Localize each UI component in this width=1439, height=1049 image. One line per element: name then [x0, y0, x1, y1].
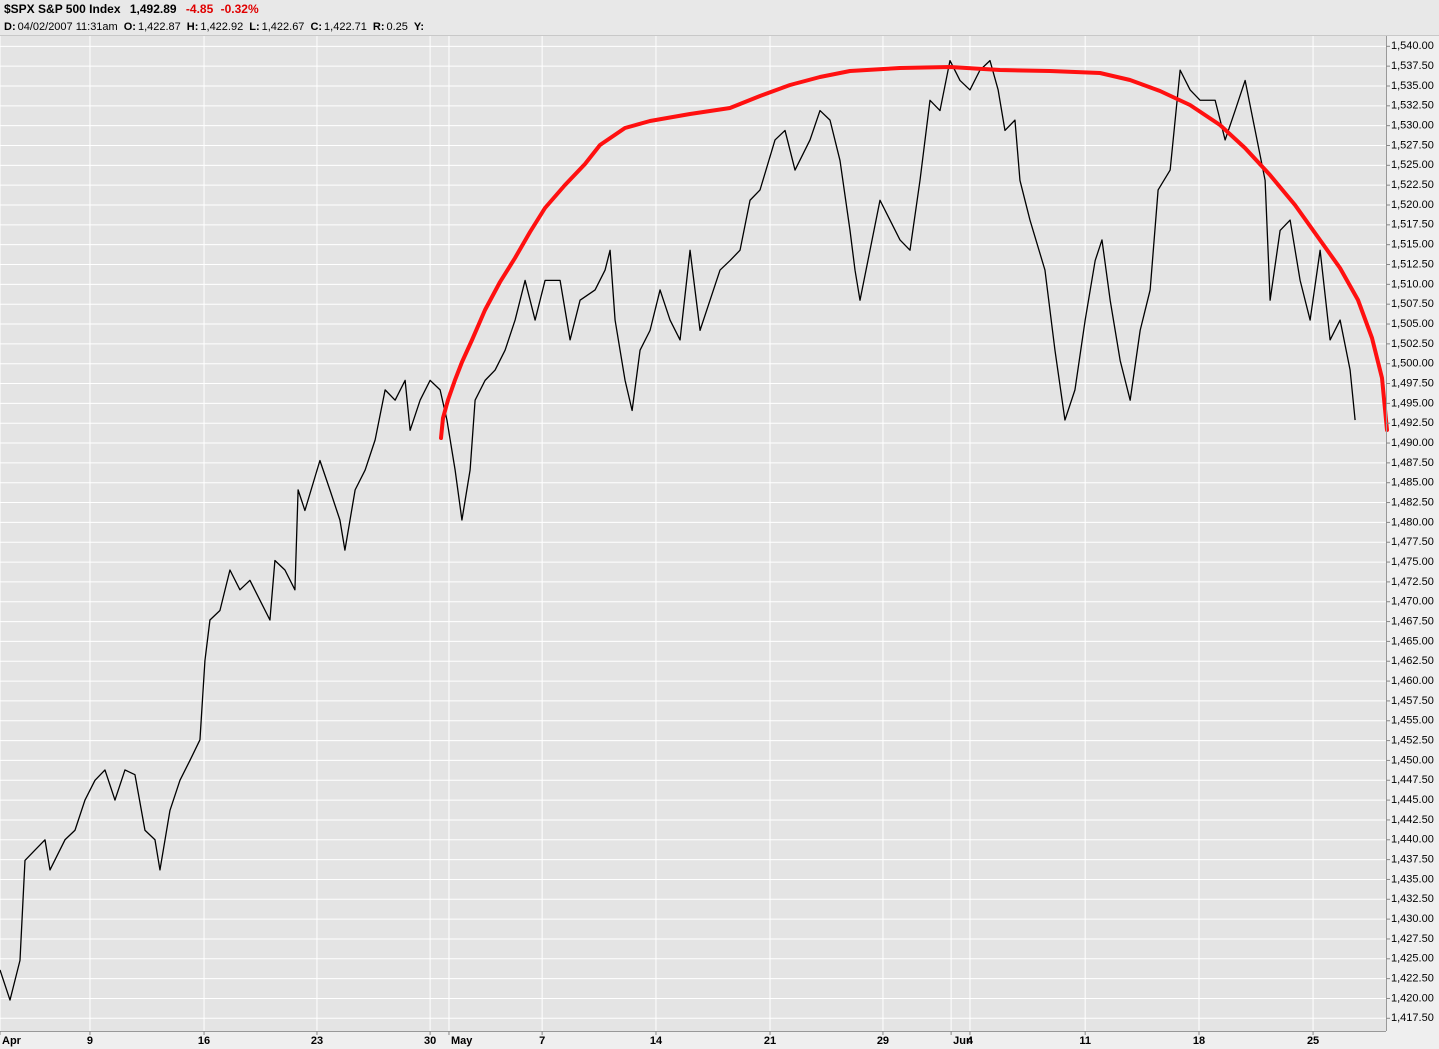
readout-value: 1,422.92 [200, 21, 243, 33]
y-tick-label: 1,472.50 [1391, 576, 1434, 588]
y-tick-label: 1,475.00 [1391, 556, 1434, 568]
y-tick-label: 1,465.00 [1391, 635, 1434, 647]
y-tick-label: 1,432.50 [1391, 893, 1434, 905]
readout-value: 0.25 [386, 21, 407, 33]
x-tick-label: Apr [2, 1035, 22, 1047]
y-tick-label: 1,530.00 [1391, 120, 1434, 132]
y-tick-label: 1,515.00 [1391, 239, 1434, 251]
y-tick-label: 1,435.00 [1391, 873, 1434, 885]
y-tick-label: 1,485.00 [1391, 477, 1434, 489]
y-tick-label: 1,482.50 [1391, 496, 1434, 508]
y-tick-label: 1,492.50 [1391, 417, 1434, 429]
y-tick-label: 1,462.50 [1391, 655, 1434, 667]
y-tick-label: 1,420.00 [1391, 992, 1434, 1004]
y-tick-label: 1,422.50 [1391, 973, 1434, 985]
y-tick-label: 1,445.00 [1391, 794, 1434, 806]
y-tick-label: 1,525.00 [1391, 159, 1434, 171]
readout-value: 1,422.67 [262, 21, 305, 33]
y-tick-label: 1,477.50 [1391, 536, 1434, 548]
change: -4.85 [186, 2, 214, 16]
x-tick-label: 14 [650, 1035, 663, 1047]
y-tick-label: 1,487.50 [1391, 457, 1434, 469]
y-tick-label: 1,497.50 [1391, 377, 1434, 389]
y-tick-label: 1,517.50 [1391, 219, 1434, 231]
readout-value: 1,422.71 [324, 21, 367, 33]
y-tick-label: 1,470.00 [1391, 596, 1434, 608]
y-tick-label: 1,535.00 [1391, 80, 1434, 92]
change-pct: -0.32% [221, 2, 259, 16]
y-tick-label: 1,457.50 [1391, 695, 1434, 707]
x-tick-label: Jun [953, 1035, 973, 1047]
y-tick-label: 1,507.50 [1391, 298, 1434, 310]
y-tick-label: 1,440.00 [1391, 834, 1434, 846]
x-tick-label: 25 [1307, 1035, 1319, 1047]
y-tick-label: 1,417.50 [1391, 1012, 1434, 1024]
y-tick-label: 1,502.50 [1391, 338, 1434, 350]
readout-label: O: [124, 21, 136, 33]
x-tick-label: 30 [424, 1035, 436, 1047]
readout-label: D: [4, 21, 16, 33]
chart-title: $SPX S&P 500 Index [4, 2, 121, 16]
y-tick-label: 1,512.50 [1391, 258, 1434, 270]
x-tick-label: 18 [1193, 1035, 1205, 1047]
y-tick-label: 1,537.50 [1391, 60, 1434, 72]
x-tick-label: 7 [539, 1035, 545, 1047]
y-tick-label: 1,510.00 [1391, 278, 1434, 290]
header-line: $SPX S&P 500 Index 1,492.89 -4.85 -0.32% [4, 2, 259, 16]
readout-line: D: 04/02/2007 11:31am O: 1,422.87 H: 1,422.92… [4, 21, 424, 33]
grid [0, 36, 1386, 1031]
y-tick-label: 1,425.00 [1391, 953, 1434, 965]
y-tick-label: 1,500.00 [1391, 358, 1434, 370]
y-tick-label: 1,450.00 [1391, 754, 1434, 766]
readout-label: H: [187, 21, 199, 33]
price-line [0, 59, 1356, 1001]
y-tick-label: 1,522.50 [1391, 179, 1434, 191]
readout-value: 04/02/2007 11:31am [18, 21, 118, 33]
readout-label: C: [310, 21, 322, 33]
readout-label: R: [373, 21, 385, 33]
x-tick-label: 29 [877, 1035, 889, 1047]
y-tick-label: 1,467.50 [1391, 615, 1434, 627]
y-tick-label: 1,437.50 [1391, 854, 1434, 866]
x-tick-label: 4 [967, 1035, 974, 1047]
y-tick-label: 1,455.00 [1391, 715, 1434, 727]
readout-value: 1,422.87 [138, 21, 181, 33]
y-tick-label: 1,505.00 [1391, 318, 1434, 330]
annotation-curve [439, 65, 1389, 440]
header-band [0, 0, 1439, 35]
y-tick-label: 1,532.50 [1391, 100, 1434, 112]
x-tick-label: 23 [311, 1035, 323, 1047]
x-tick-label: 16 [198, 1035, 210, 1047]
x-tick-label: May [451, 1035, 473, 1047]
y-tick-label: 1,442.50 [1391, 814, 1434, 826]
x-tick-label: 11 [1079, 1035, 1091, 1047]
y-tick-label: 1,540.00 [1391, 40, 1434, 52]
y-tick-label: 1,490.00 [1391, 437, 1434, 449]
readout-label: L: [249, 21, 259, 33]
y-tick-label: 1,495.00 [1391, 397, 1434, 409]
x-tick-label: 9 [87, 1035, 93, 1047]
y-tick-label: 1,527.50 [1391, 139, 1434, 151]
y-tick-label: 1,430.00 [1391, 913, 1434, 925]
y-tick-label: 1,460.00 [1391, 675, 1434, 687]
last-price: 1,492.89 [130, 2, 177, 16]
y-tick-label: 1,447.50 [1391, 774, 1434, 786]
y-tick-label: 1,452.50 [1391, 734, 1434, 746]
marks [0, 59, 1356, 1001]
y-tick-label: 1,520.00 [1391, 199, 1434, 211]
plot-area [0, 36, 1386, 1031]
x-tick-label: 21 [764, 1035, 776, 1047]
y-tick-label: 1,480.00 [1391, 516, 1434, 528]
y-tick-label: 1,427.50 [1391, 933, 1434, 945]
readout-label: Y: [414, 21, 424, 33]
